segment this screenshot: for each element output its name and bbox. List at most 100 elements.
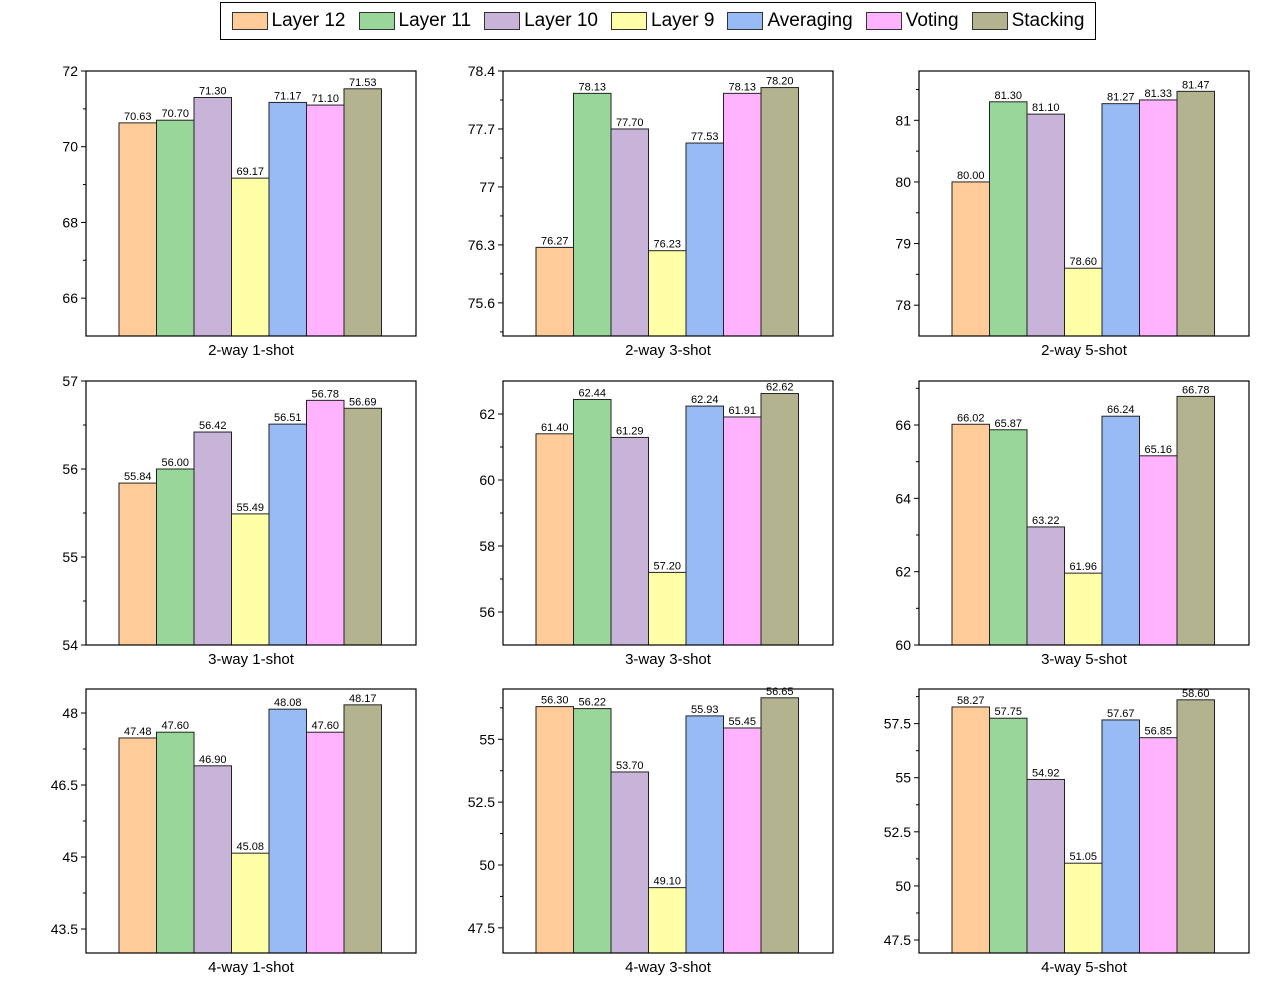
bar xyxy=(610,771,649,954)
legend-item[interactable]: Voting xyxy=(865,10,959,32)
data-label: 56.42 xyxy=(199,420,227,432)
panel-title: 4-way 1-shot xyxy=(208,959,295,976)
data-label: 57.75 xyxy=(994,706,1022,718)
data-label: 49.10 xyxy=(653,876,681,888)
y-tick-label: 79 xyxy=(895,236,911,252)
legend-item[interactable]: Layer 12 xyxy=(231,10,345,32)
bar xyxy=(951,706,990,954)
bar xyxy=(1101,415,1140,646)
legend-item[interactable]: Layer 11 xyxy=(358,10,472,32)
legend-swatch xyxy=(971,12,1008,30)
panel-title: 3-way 3-shot xyxy=(625,651,712,668)
y-tick-label: 54 xyxy=(62,637,78,653)
data-label: 54.92 xyxy=(1032,767,1060,779)
y-tick-label: 55 xyxy=(895,770,911,786)
bar xyxy=(723,416,762,646)
bar xyxy=(1139,455,1178,646)
bar xyxy=(1101,103,1140,337)
data-label: 71.17 xyxy=(274,90,302,102)
data-label: 81.47 xyxy=(1182,79,1210,91)
bar xyxy=(1064,267,1103,337)
bar xyxy=(951,181,990,337)
bar xyxy=(343,704,382,954)
y-tick-label: 77 xyxy=(479,179,495,195)
legend-label: Layer 11 xyxy=(398,10,472,31)
plot-frame xyxy=(502,380,834,646)
data-label: 65.87 xyxy=(994,418,1022,430)
data-label: 56.69 xyxy=(349,396,377,408)
bar xyxy=(535,433,574,646)
data-label: 56.51 xyxy=(274,412,302,424)
chart-panel: 61.40 62.44 61.29 57.20 62.24 61.91 62.62 56 58 6… xyxy=(479,380,834,668)
y-tick-label: 56 xyxy=(62,461,78,477)
data-label: 47.60 xyxy=(161,720,189,732)
data-label: 61.29 xyxy=(616,425,644,437)
legend-label: Voting xyxy=(905,10,959,31)
y-tick-label: 57.5 xyxy=(884,716,911,732)
data-label: 76.23 xyxy=(653,239,681,251)
legend-swatch xyxy=(611,12,648,30)
legend-item[interactable]: Stacking xyxy=(971,10,1084,32)
legend-item[interactable]: Averaging xyxy=(727,10,853,32)
data-label: 58.27 xyxy=(957,695,985,707)
data-label: 81.30 xyxy=(994,90,1022,102)
bar xyxy=(1176,699,1215,954)
data-label: 71.30 xyxy=(199,86,227,98)
bar xyxy=(573,92,612,337)
legend-swatch xyxy=(727,12,764,30)
y-tick-label: 80 xyxy=(895,174,911,190)
legend-item[interactable]: Layer 9 xyxy=(611,10,714,32)
data-label: 55.84 xyxy=(124,471,152,483)
bar xyxy=(760,393,799,646)
bar xyxy=(1176,90,1215,337)
plot-frame xyxy=(85,70,417,337)
y-tick-label: 64 xyxy=(895,490,911,506)
data-label: 61.91 xyxy=(728,405,756,417)
y-tick-label: 58 xyxy=(479,538,495,554)
y-tick-label: 55 xyxy=(479,731,495,747)
data-label: 55.45 xyxy=(728,716,756,728)
data-label: 77.53 xyxy=(691,131,719,143)
y-tick-label: 60 xyxy=(895,637,911,653)
data-label: 62.44 xyxy=(578,387,606,399)
data-label: 56.30 xyxy=(541,695,569,707)
legend-swatch xyxy=(484,12,521,30)
y-tick-label: 60 xyxy=(479,472,495,488)
bar xyxy=(156,731,195,954)
bar xyxy=(1064,862,1103,954)
data-label: 61.96 xyxy=(1069,561,1097,573)
bar xyxy=(156,119,195,337)
y-tick-label: 66 xyxy=(62,290,78,306)
data-label: 55.49 xyxy=(236,502,264,514)
data-label: 65.16 xyxy=(1144,444,1172,456)
bar xyxy=(685,142,724,337)
data-label: 71.10 xyxy=(311,93,339,105)
y-tick-label: 43.5 xyxy=(51,921,78,937)
legend: Layer 12 Layer 11 Layer 10 Layer 9 Avera… xyxy=(220,2,1096,40)
data-label: 66.02 xyxy=(957,412,985,424)
y-tick-label: 78 xyxy=(895,297,911,313)
data-label: 81.27 xyxy=(1107,92,1135,104)
data-label: 76.27 xyxy=(541,235,569,247)
bar xyxy=(685,715,724,954)
plot-frame xyxy=(918,380,1250,646)
y-tick-label: 55 xyxy=(62,549,78,565)
legend-item[interactable]: Layer 10 xyxy=(484,10,598,32)
chart-panel: 56.30 56.22 53.70 49.10 55.93 55.45 56.65 47.5 5… xyxy=(468,686,834,976)
bar xyxy=(306,731,345,954)
panel-title: 3-way 5-shot xyxy=(1041,651,1128,668)
plot-frame xyxy=(85,380,417,646)
bar xyxy=(648,571,687,646)
chart-panel: 66.02 65.87 63.22 61.96 66.24 65.16 66.78 60 62 6… xyxy=(895,380,1250,668)
y-tick-label: 76.3 xyxy=(468,237,495,253)
plot-frame xyxy=(502,688,834,954)
plot-frame xyxy=(85,688,417,954)
data-label: 77.70 xyxy=(616,117,644,129)
y-tick-label: 52.5 xyxy=(884,824,911,840)
data-label: 78.60 xyxy=(1069,256,1097,268)
y-tick-label: 50 xyxy=(895,878,911,894)
bar xyxy=(118,122,157,337)
bar xyxy=(231,177,270,337)
bar xyxy=(1139,737,1178,954)
bar xyxy=(193,97,232,337)
